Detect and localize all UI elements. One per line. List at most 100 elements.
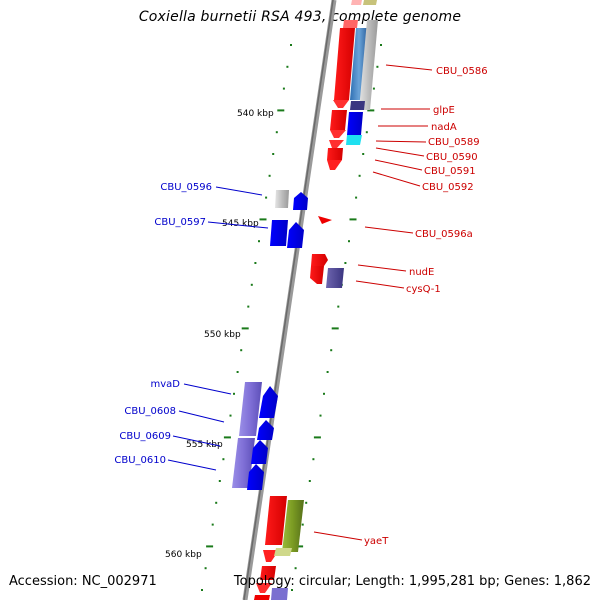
gene-block	[359, 20, 378, 110]
minor-tick	[275, 131, 278, 134]
minor-tick	[301, 523, 304, 526]
leader-line-yaet	[313, 531, 363, 541]
gene-arrow-cbu-0590	[329, 140, 344, 148]
gene-block-yaet	[282, 500, 304, 552]
gene-block	[271, 588, 288, 600]
leader-line-cbu-0589	[375, 140, 427, 143]
minor-tick	[326, 371, 329, 373]
leader-line-cbu-0586	[385, 64, 433, 71]
gene-arrow-cbu-0591	[327, 148, 343, 160]
gene-label-nude[interactable]: nudE	[409, 267, 434, 278]
gene-label-cbu-0596a[interactable]: CBU_0596a	[415, 229, 473, 240]
gene-label-cysq-1[interactable]: cysQ-1	[406, 284, 441, 295]
gene-arrow-nada	[330, 110, 347, 130]
leader-line-cbu-0608	[178, 410, 225, 423]
minor-tick	[312, 458, 315, 461]
gene-arrow-cbu-0596a	[318, 216, 332, 224]
gene-label-cbu-0597[interactable]: CBU_0597	[154, 217, 206, 228]
gene-label-cbu-0590[interactable]: CBU_0590	[426, 152, 478, 163]
minor-tick	[323, 392, 325, 395]
minor-tick	[286, 65, 289, 68]
gene-arrow-cbu-0592	[327, 160, 342, 170]
scale-label: 545 kbp	[222, 219, 259, 229]
gene-label-mvad[interactable]: mvaD	[151, 379, 181, 390]
gene-label-glpe[interactable]: glpE	[433, 105, 455, 116]
scale-label: 540 kbp	[237, 109, 274, 119]
gene-arrow-cbu-0609	[251, 440, 268, 464]
gene-label-yaet[interactable]: yaeT	[364, 536, 389, 547]
scale-label: 560 kbp	[165, 550, 202, 560]
gene-block	[343, 20, 358, 28]
gene-arrow-cbu-0586	[334, 28, 355, 100]
minor-tick	[344, 262, 347, 264]
leader-line-cbu-0591	[374, 159, 423, 171]
minor-tick	[258, 240, 260, 243]
reverse-strand-bottom	[254, 496, 304, 600]
gene-label-cbu-0592[interactable]: CBU_0592	[422, 182, 474, 193]
minor-tick	[355, 196, 358, 199]
minor-tick	[265, 196, 268, 199]
minor-tick	[330, 349, 333, 352]
gene-arrow-cbu-0596	[293, 192, 308, 210]
minor-tick	[240, 349, 243, 352]
leader-line-cbu-0609	[172, 435, 221, 447]
minor-tick	[290, 44, 292, 46]
gene-arrow-cbu-0597-2	[287, 222, 304, 248]
minor-tick	[254, 262, 257, 264]
gene-label-cbu-0608[interactable]: CBU_0608	[124, 406, 176, 417]
minor-tick	[222, 458, 225, 461]
gene-label-cbu-0591[interactable]: CBU_0591	[424, 166, 476, 177]
genome-summary-text: Topology: circular; Length: 1,995,281 bp…	[233, 574, 591, 589]
major-tick	[241, 327, 249, 330]
gene-label-cbu-0609[interactable]: CBU_0609	[119, 431, 171, 442]
minor-tick	[215, 501, 218, 504]
minor-tick	[250, 283, 253, 286]
leader-line-cbu-0597	[207, 221, 269, 229]
gene-label-cbu-0589[interactable]: CBU_0589	[428, 137, 480, 148]
major-tick	[367, 109, 375, 112]
minor-tick	[211, 523, 214, 526]
gene-arrow-glpe	[333, 100, 349, 108]
minor-tick	[291, 589, 293, 591]
minor-tick	[233, 392, 235, 395]
leader-line-cbu-0596	[215, 186, 263, 196]
minor-tick	[308, 480, 311, 482]
minor-tick	[376, 65, 379, 68]
leader-line-cbu-0592	[372, 171, 421, 187]
minor-tick	[247, 305, 250, 308]
accession-text: Accession: NC_002971	[9, 574, 157, 589]
minor-tick	[362, 153, 365, 155]
leader-line-cysq-1	[355, 280, 405, 289]
minor-tick	[268, 174, 271, 177]
minor-tick	[236, 371, 239, 373]
minor-tick	[201, 589, 203, 591]
gene-label-nada[interactable]: nadA	[431, 122, 457, 133]
minor-tick	[348, 240, 350, 243]
minor-tick	[294, 567, 297, 570]
major-tick	[206, 545, 214, 548]
gene-block	[346, 135, 362, 145]
gene-block	[351, 0, 362, 5]
major-tick	[223, 436, 231, 439]
gene-block-lavender	[239, 382, 262, 436]
gene-arrow-nude	[311, 254, 328, 266]
gene-label-cbu-0596[interactable]: CBU_0596	[160, 182, 212, 193]
gene-arrow-mvad	[259, 386, 278, 418]
gene-block	[274, 548, 292, 556]
minor-tick	[337, 305, 340, 308]
forward-strand	[232, 190, 308, 490]
gene-block	[363, 0, 377, 5]
gene-arrow-nude-2	[310, 266, 324, 284]
leader-line-cbu-0590	[375, 147, 425, 157]
gene-block	[275, 190, 289, 208]
major-tick	[277, 109, 285, 112]
gene-label-cbu-0610[interactable]: CBU_0610	[114, 455, 166, 466]
gene-block	[254, 595, 270, 600]
gene-label-cbu-0586[interactable]: CBU_0586	[436, 66, 488, 77]
scale-labels: 540 kbp 545 kbp 550 kbp 555 kbp 560 kbp	[165, 109, 274, 560]
gene-arrow	[260, 566, 276, 580]
gene-arrow-cbu-0589	[330, 130, 346, 138]
leader-line-cbu-0610	[167, 459, 217, 471]
